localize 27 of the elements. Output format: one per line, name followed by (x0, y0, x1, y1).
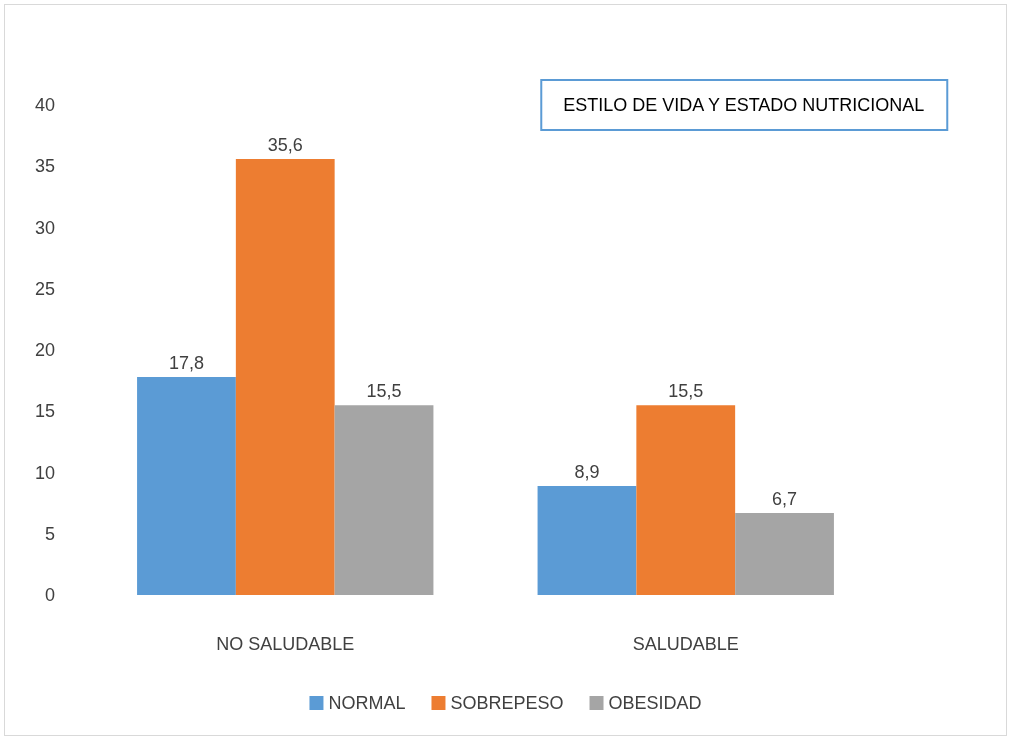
data-label: 35,6 (267, 134, 303, 155)
legend-label: NORMAL (328, 693, 406, 713)
legend-label: OBESIDAD (608, 693, 702, 713)
y-tick-label: 20 (34, 340, 55, 360)
x-tick-label: NO SALUDABLE (216, 634, 355, 654)
y-tick-label: 0 (44, 585, 55, 605)
bar (735, 512, 834, 595)
bar (537, 485, 637, 595)
data-label: 6,7 (772, 488, 798, 509)
y-tick-label: 25 (34, 278, 55, 299)
chart-title: ESTILO DE VIDA Y ESTADO NUTRICIONAL (563, 95, 925, 115)
legend-label: SOBREPESO (450, 693, 564, 713)
y-tick-label: 35 (34, 156, 55, 177)
data-label: 15,5 (366, 381, 402, 402)
bar (334, 405, 434, 595)
bar (636, 405, 736, 595)
data-label: 8,9 (574, 461, 600, 482)
y-tick-label: 10 (34, 462, 55, 483)
data-label: 17,8 (168, 352, 204, 373)
y-tick-label: 15 (34, 401, 55, 422)
y-tick-label: 30 (34, 217, 55, 238)
bar (137, 376, 236, 595)
bar (235, 158, 335, 595)
y-tick-label: 40 (34, 95, 55, 115)
data-label: 15,5 (668, 381, 704, 402)
y-tick-label: 5 (44, 523, 55, 544)
x-tick-label: SALUDABLE (632, 634, 739, 654)
